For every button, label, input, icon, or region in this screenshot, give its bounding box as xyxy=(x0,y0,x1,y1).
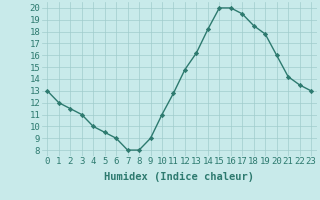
X-axis label: Humidex (Indice chaleur): Humidex (Indice chaleur) xyxy=(104,172,254,182)
